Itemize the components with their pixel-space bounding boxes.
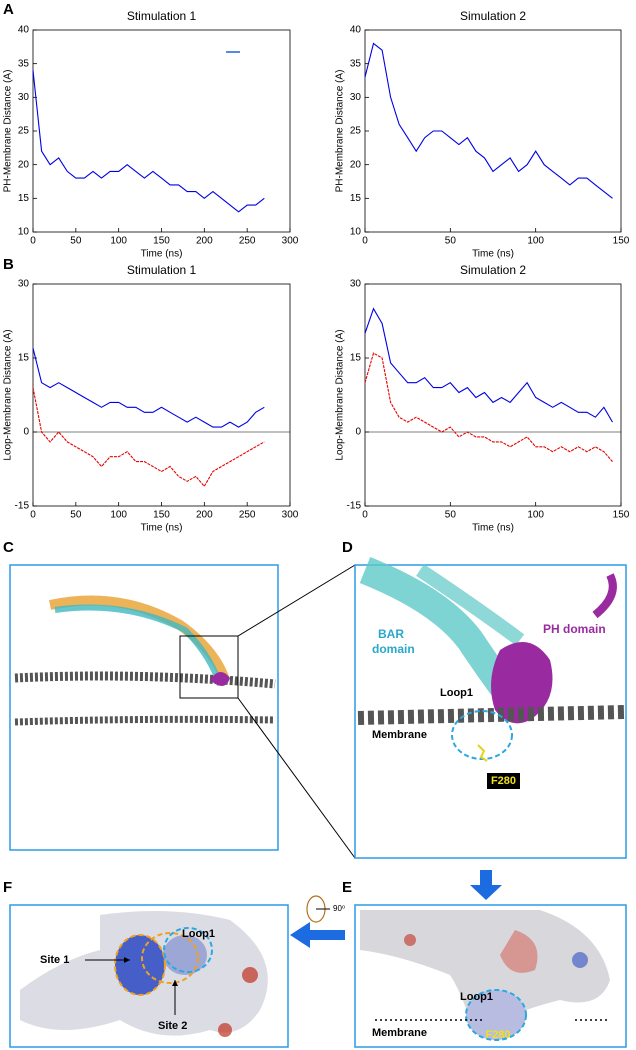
- y-tick-label: -15: [15, 501, 30, 512]
- x-tick-label: 0: [30, 236, 36, 247]
- x-tick-label: 150: [153, 236, 170, 247]
- x-tick-label: 300: [282, 236, 299, 247]
- y-axis-label: Loop-Membrane Distance (A): [335, 329, 346, 460]
- label: Loop1: [460, 991, 493, 1003]
- y-tick-label: 40: [350, 25, 362, 36]
- y-axis-label: PH-Membrane Distance (A): [335, 70, 346, 193]
- y-tick-label: 15: [18, 193, 30, 204]
- y-tick-label: 20: [18, 159, 30, 170]
- label: Loop1: [440, 687, 473, 699]
- y-axis-label: Loop-Membrane Distance (A): [3, 329, 14, 460]
- y-tick-label: 0: [355, 427, 361, 438]
- x-tick-label: 250: [239, 510, 256, 521]
- label: F280: [491, 775, 516, 787]
- panel-f: Site 1 Loop1 Site 2: [9, 904, 289, 1048]
- panel-label: B: [3, 256, 14, 273]
- x-tick-label: 50: [445, 236, 457, 247]
- x-axis-label: Time (ns): [141, 523, 183, 534]
- y-tick-label: 10: [18, 227, 30, 238]
- x-axis-label: Time (ns): [472, 249, 514, 260]
- y-tick-label: 25: [18, 126, 30, 137]
- x-tick-label: 100: [110, 510, 127, 521]
- panel-d: BAR domain PH domain Loop1 Membrane F280: [354, 557, 627, 859]
- chart-title: Stimulation 1: [127, 263, 197, 277]
- label: Membrane: [372, 729, 427, 741]
- x-tick-label: 50: [70, 510, 82, 521]
- panel-label: C: [3, 539, 14, 556]
- y-tick-label: 30: [18, 279, 30, 290]
- y-tick-label: 15: [18, 353, 30, 364]
- y-tick-label: 35: [350, 58, 362, 69]
- panel-e: Loop1 Membrane F280: [354, 904, 627, 1048]
- data-line: [364, 42, 613, 199]
- y-tick-label: 0: [23, 427, 29, 438]
- x-tick-label: 0: [30, 510, 36, 521]
- data-line: [364, 307, 613, 423]
- x-tick-label: 0: [362, 510, 368, 521]
- panel-label: D: [342, 539, 353, 556]
- chart-title: Simulation 2: [460, 263, 526, 277]
- y-tick-label: 30: [350, 279, 362, 290]
- y-tick-label: 35: [18, 58, 30, 69]
- y-tick-label: 10: [350, 227, 362, 238]
- y-tick-label: 25: [350, 126, 362, 137]
- x-tick-label: 100: [527, 236, 544, 247]
- x-tick-label: 100: [110, 236, 127, 247]
- x-axis-label: Time (ns): [472, 523, 514, 534]
- chart-title: Stimulation 1: [127, 9, 197, 23]
- data-line: [364, 352, 613, 462]
- chart-title: Simulation 2: [460, 9, 526, 23]
- y-tick-label: 20: [350, 159, 362, 170]
- y-tick-label: 30: [350, 92, 362, 103]
- label: Loop1: [182, 928, 215, 940]
- x-tick-label: 300: [282, 510, 299, 521]
- label: Membrane: [372, 1027, 427, 1039]
- x-tick-label: 0: [362, 236, 368, 247]
- x-tick-label: 200: [196, 510, 213, 521]
- y-tick-label: 15: [350, 353, 362, 364]
- plot-frame: [364, 283, 622, 507]
- y-tick-label: 40: [18, 25, 30, 36]
- x-tick-label: 150: [613, 236, 630, 247]
- x-axis-label: Time (ns): [141, 249, 183, 260]
- y-axis-label: PH-Membrane Distance (A): [3, 70, 14, 193]
- x-tick-label: 50: [445, 510, 457, 521]
- data-line: [32, 347, 265, 428]
- label: Site 1: [40, 954, 69, 966]
- x-tick-label: 100: [527, 510, 544, 521]
- label: BAR: [378, 627, 404, 641]
- data-line: [32, 387, 265, 488]
- label: domain: [372, 642, 415, 656]
- x-tick-label: 150: [153, 510, 170, 521]
- label: F280: [485, 1029, 510, 1041]
- label: PH domain: [543, 622, 606, 636]
- panel-label: F: [3, 879, 12, 896]
- panel-label: A: [3, 1, 14, 18]
- data-line: [32, 70, 265, 213]
- x-tick-label: 50: [70, 236, 82, 247]
- y-tick-label: -15: [347, 501, 362, 512]
- label: Site 2: [158, 1020, 187, 1032]
- label: 90⁰: [333, 904, 345, 913]
- panel-c: [9, 564, 356, 859]
- x-tick-label: 200: [196, 236, 213, 247]
- y-tick-label: 15: [350, 193, 362, 204]
- y-tick-label: 30: [18, 92, 30, 103]
- plot-frame: [32, 283, 291, 507]
- x-tick-label: 250: [239, 236, 256, 247]
- plot-frame: [32, 29, 291, 233]
- x-tick-label: 150: [613, 510, 630, 521]
- panel-label: E: [342, 879, 352, 896]
